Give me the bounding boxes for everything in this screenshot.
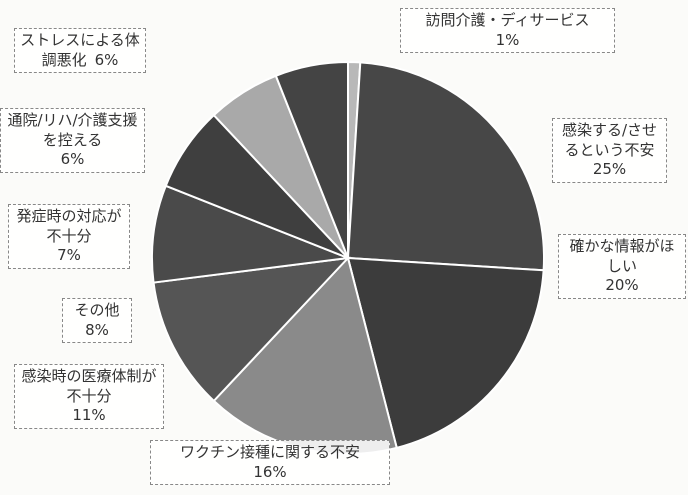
slice-label: 訪問介護・ディサービス 1% bbox=[400, 8, 615, 53]
value-label: 6% bbox=[60, 150, 85, 168]
value-label: 16% bbox=[253, 462, 287, 481]
slice-label: ストレスによる体調悪化 6% bbox=[14, 28, 146, 73]
category-label: ストレスによる体調悪化 bbox=[20, 31, 140, 69]
value-label: 8% bbox=[85, 320, 109, 339]
category-label: 通院/リハ/介護支援を控える bbox=[7, 111, 138, 149]
pie-slice bbox=[346, 256, 545, 450]
slice-label: その他 8% bbox=[62, 298, 132, 343]
value-label: 25% bbox=[592, 160, 627, 178]
category-label: 発症時の対応が不十分 bbox=[16, 207, 122, 245]
category-label: 感染する/させるという不安 bbox=[561, 121, 658, 159]
value-label: 7% bbox=[57, 246, 81, 264]
category-label: 感染時の医療体制が不十分 bbox=[21, 367, 157, 405]
value-label: 1% bbox=[495, 30, 520, 49]
category-label: 確かな情報がほしい bbox=[569, 237, 675, 275]
value-label: 20% bbox=[605, 276, 639, 294]
value-label: 11% bbox=[72, 406, 106, 424]
slice-label: 発症時の対応が不十分 7% bbox=[8, 204, 130, 269]
category-label: ワクチン接種に関する不安 bbox=[179, 443, 360, 461]
slice-label: 感染する/させるという不安 25% bbox=[552, 118, 667, 183]
pie-slice bbox=[151, 184, 349, 284]
slice-label: ワクチン接種に関する不安 16% bbox=[150, 440, 390, 485]
pie-slice bbox=[152, 256, 351, 403]
slice-label: 確かな情報がほしい 20% bbox=[558, 234, 686, 299]
category-label: 訪問介護・ディサービス bbox=[425, 11, 590, 29]
slice-label: 通院/リハ/介護支援を控える 6% bbox=[0, 108, 145, 173]
slice-label: 感染時の医療体制が不十分 11% bbox=[14, 364, 164, 429]
value-label: 6% bbox=[94, 50, 119, 69]
pie-slice bbox=[346, 61, 545, 272]
pie-slice bbox=[274, 60, 349, 259]
category-label: その他 bbox=[74, 301, 120, 319]
